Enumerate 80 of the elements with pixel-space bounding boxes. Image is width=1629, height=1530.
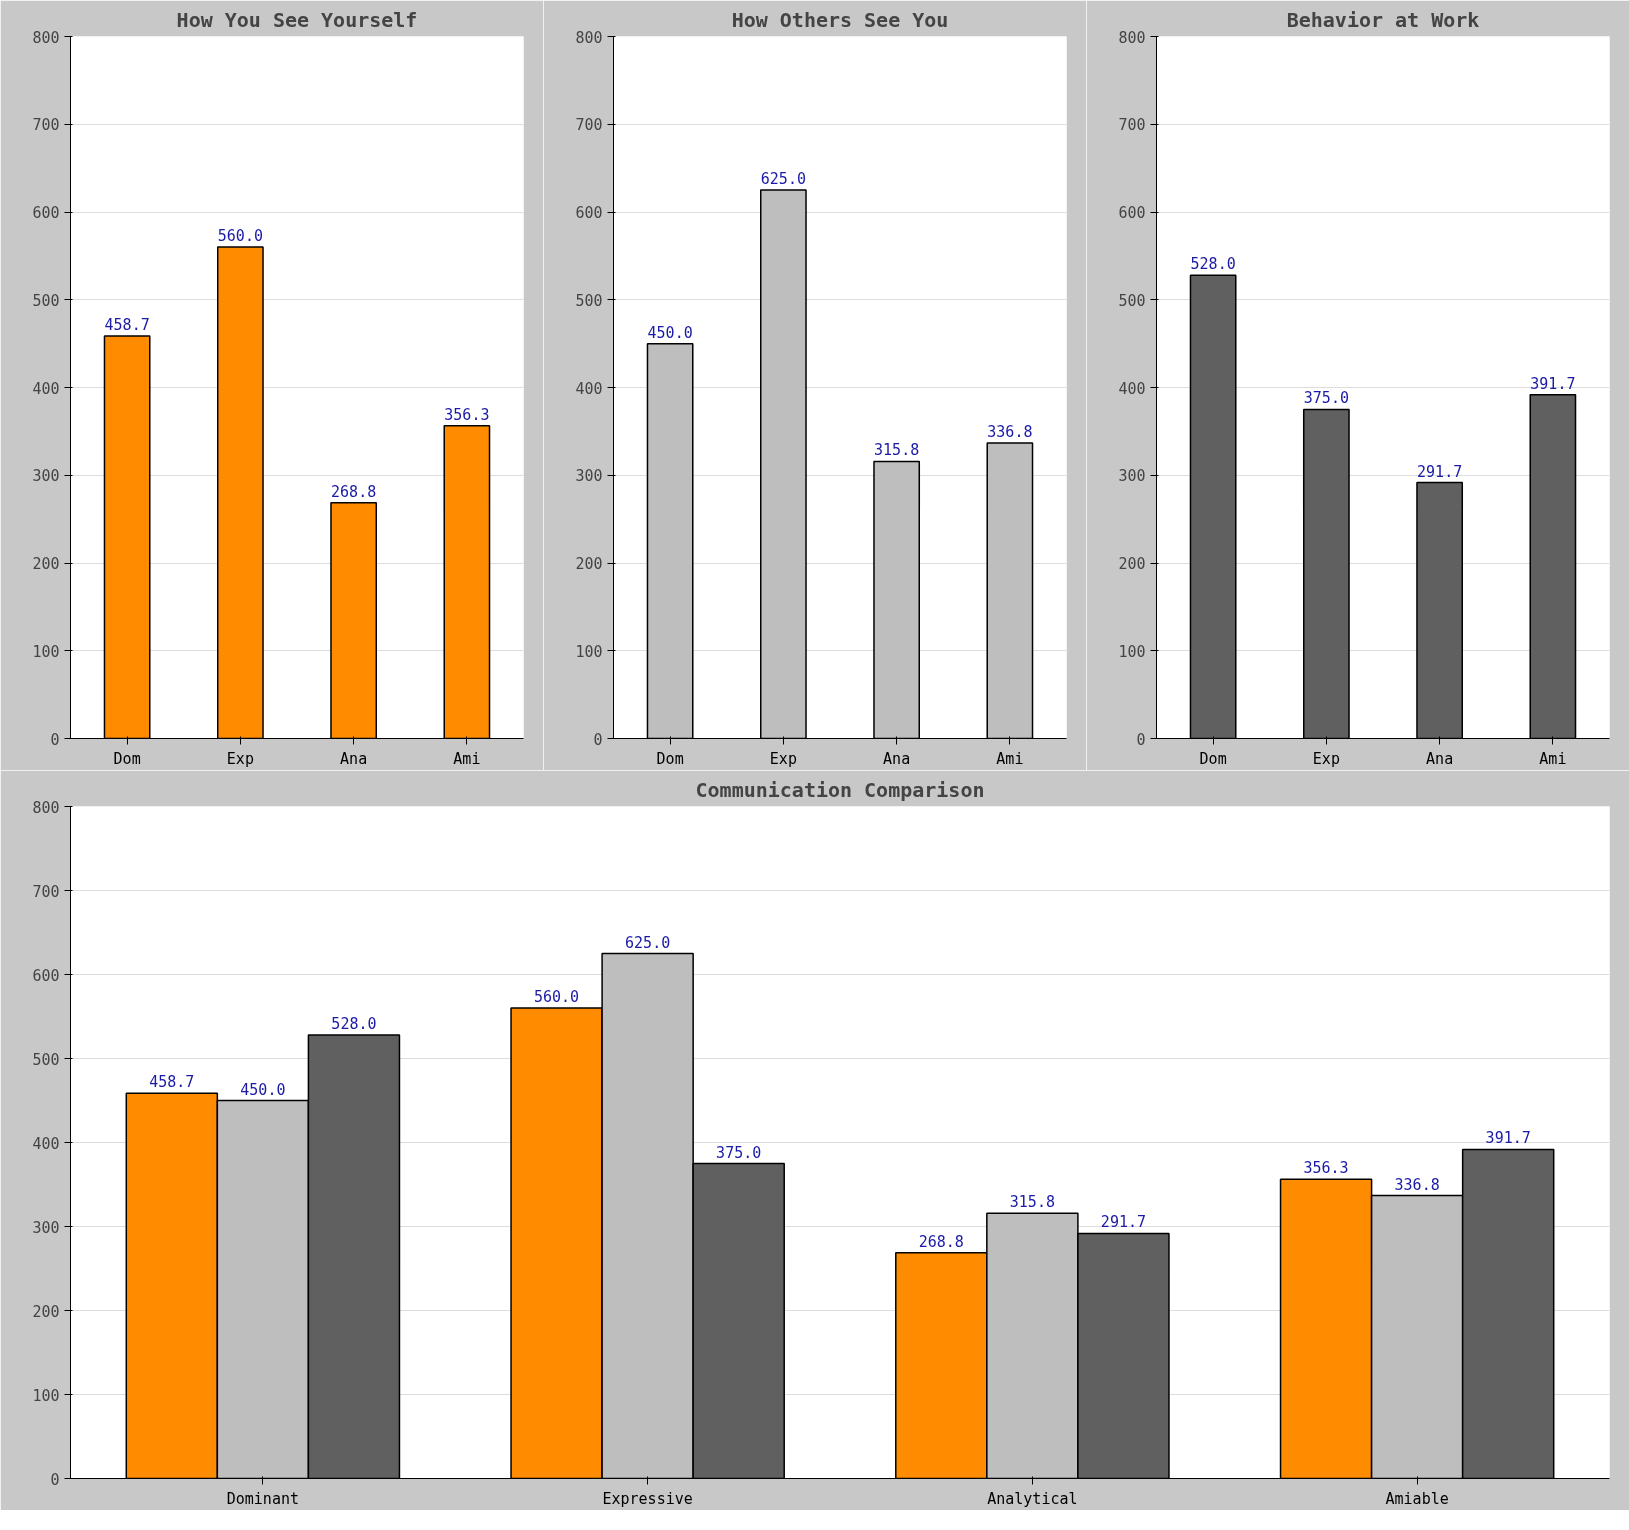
y-tick-label: 500 — [32, 1050, 60, 1069]
y-tick-label: 500 — [32, 291, 60, 310]
y-tick-label: 200 — [575, 555, 603, 573]
data-label: 336.8 — [1394, 1175, 1440, 1194]
x-tick-label: Dom — [1199, 749, 1227, 768]
y-tick-label: 300 — [1118, 467, 1146, 486]
chart-title: Behavior at Work — [1286, 7, 1480, 32]
data-label: 356.3 — [444, 405, 490, 424]
chart-title: How Others See You — [731, 7, 949, 32]
y-tick-label: 700 — [32, 882, 60, 901]
x-tick-label: Exp — [226, 749, 254, 768]
y-tick-label: 0 — [593, 730, 603, 749]
data-label: 528.0 — [1190, 255, 1236, 274]
x-tick-label: Ami — [453, 749, 481, 768]
y-tick-label: 200 — [32, 555, 60, 573]
x-tick-label: Exp — [769, 749, 797, 768]
x-tick-label: Dominant — [226, 1489, 299, 1508]
data-label: 375.0 — [716, 1143, 762, 1162]
y-tick-label: 300 — [575, 467, 603, 486]
data-label: 291.7 — [1417, 462, 1463, 481]
data-label: 356.3 — [1303, 1159, 1349, 1178]
y-tick-label: 500 — [575, 291, 603, 310]
y-tick-label: 800 — [575, 28, 603, 47]
y-tick-label: 400 — [32, 379, 60, 398]
data-label: 391.7 — [1530, 374, 1576, 393]
y-tick-label: 600 — [32, 204, 60, 222]
y-tick-label: 300 — [32, 1218, 60, 1237]
x-tick-label: Dom — [113, 749, 141, 768]
chart-title: Communication Comparison — [695, 777, 985, 802]
data-label: 315.8 — [1009, 1193, 1055, 1212]
data-label: 625.0 — [760, 170, 806, 189]
data-label: 315.8 — [874, 441, 920, 460]
data-label: 268.8 — [918, 1232, 964, 1251]
chart-title: How You See Yourself — [176, 7, 418, 32]
x-tick-label: Dom — [656, 749, 684, 768]
y-tick-label: 600 — [575, 204, 603, 222]
y-tick-label: 700 — [32, 116, 60, 135]
data-label: 291.7 — [1100, 1213, 1147, 1232]
y-tick-label: 600 — [1118, 204, 1146, 222]
y-tick-label: 400 — [1118, 379, 1146, 398]
data-label: 268.8 — [331, 482, 377, 501]
x-tick-label: Ana — [1426, 749, 1454, 768]
y-tick-label: 600 — [32, 966, 60, 985]
data-label: 528.0 — [331, 1014, 377, 1033]
y-tick-label: 100 — [32, 1386, 60, 1405]
y-tick-label: 100 — [1118, 642, 1146, 661]
data-label: 560.0 — [533, 988, 580, 1007]
data-label: 625.0 — [625, 933, 671, 952]
y-tick-label: 200 — [1118, 555, 1146, 573]
data-label: 375.0 — [1303, 389, 1349, 408]
data-label: 391.7 — [1485, 1129, 1531, 1148]
x-tick-label: Exp — [1312, 749, 1340, 768]
y-tick-label: 400 — [32, 1134, 60, 1153]
x-tick-label: Amiable — [1385, 1489, 1449, 1508]
y-tick-label: 300 — [32, 467, 60, 486]
x-tick-label: Ami — [1539, 749, 1567, 768]
x-tick-label: Ami — [996, 749, 1024, 768]
y-tick-label: 0 — [50, 730, 60, 749]
data-label: 560.0 — [217, 227, 263, 246]
y-tick-label: 200 — [32, 1302, 60, 1321]
y-tick-label: 700 — [1118, 116, 1146, 135]
x-tick-label: Ana — [340, 749, 368, 768]
y-tick-label: 400 — [575, 379, 603, 398]
data-label: 336.8 — [987, 422, 1033, 441]
y-tick-label: 800 — [1118, 28, 1146, 47]
y-tick-label: 0 — [50, 1470, 60, 1489]
y-tick-label: 100 — [575, 642, 603, 661]
data-label: 450.0 — [647, 323, 693, 342]
x-tick-label: Analytical — [987, 1489, 1078, 1508]
y-tick-label: 800 — [32, 28, 60, 47]
x-tick-label: Ana — [883, 749, 911, 768]
y-tick-label: 800 — [32, 798, 60, 817]
y-tick-label: 700 — [575, 116, 603, 135]
data-label: 458.7 — [104, 315, 150, 334]
y-tick-label: 500 — [1118, 291, 1146, 310]
x-tick-label: Expressive — [602, 1489, 693, 1508]
data-label: 458.7 — [149, 1073, 195, 1092]
y-tick-label: 100 — [32, 642, 60, 661]
data-label: 450.0 — [240, 1080, 286, 1099]
y-tick-label: 0 — [1136, 730, 1146, 749]
